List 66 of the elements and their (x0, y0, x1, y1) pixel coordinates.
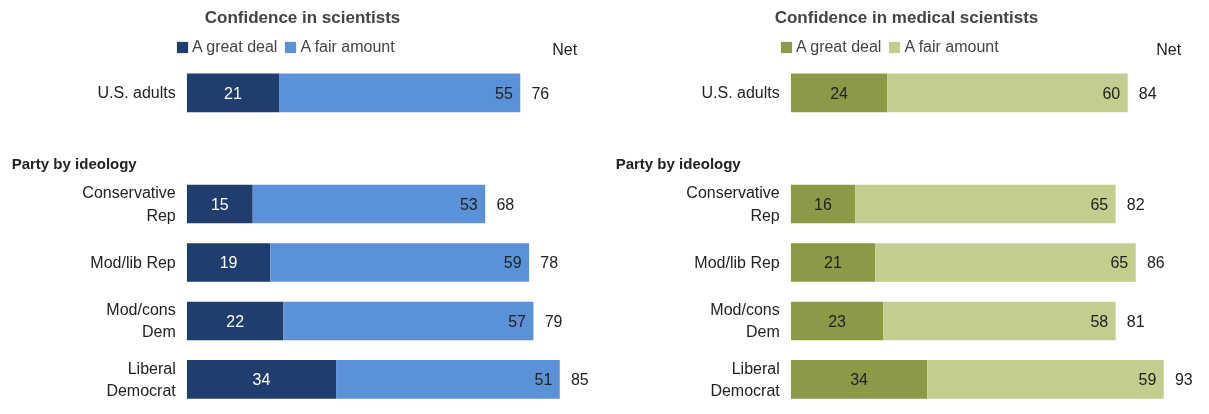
bar (186, 243, 271, 282)
data-label: 21 (824, 254, 843, 272)
y-tick-label: Mod/lib Rep (694, 253, 780, 271)
y-tick-label: U.S. adults (97, 84, 176, 102)
data-label: 51 (534, 371, 553, 389)
data-label: 22 (226, 312, 245, 330)
bar (855, 184, 1116, 224)
total-label: 93 (1174, 371, 1193, 389)
data-label: 55 (495, 84, 513, 102)
text: Net (1156, 40, 1182, 58)
data-label: 65 (1110, 254, 1129, 272)
chart-title: Confidence in scientists (204, 7, 401, 27)
total-label: 84 (1138, 84, 1157, 102)
data-label: 23 (828, 312, 847, 330)
total-label: 68 (496, 196, 515, 213)
bar (790, 184, 856, 224)
total-label: 76 (531, 84, 550, 102)
y-tick-label: Mod/cons Dem (106, 301, 176, 341)
data-label: 34 (850, 371, 869, 389)
y-tick-label: Conservative Rep (82, 184, 176, 224)
y-tick-label: Mod/cons Dem (710, 301, 780, 341)
total-label: 78 (540, 254, 559, 272)
data-label: 58 (1090, 312, 1109, 330)
bar (283, 301, 534, 341)
data-label: 57 (508, 312, 527, 330)
data-label: 16 (814, 196, 832, 213)
data-label: 21 (224, 84, 242, 102)
bar (790, 360, 928, 399)
total-label: 81 (1126, 312, 1145, 330)
bar (790, 301, 884, 341)
legend-label: A great deal (796, 38, 882, 56)
data-label: 60 (1102, 84, 1121, 102)
data-label: 59 (1138, 371, 1157, 389)
legend-label: A fair amount (904, 38, 999, 56)
legend-label: A great deal (192, 38, 278, 56)
text: Party by ideology (11, 154, 138, 172)
bar (927, 360, 1164, 399)
chart-title: Confidence in medical scientists (774, 7, 1039, 27)
data-label: 53 (459, 196, 478, 213)
total-label: 86 (1146, 254, 1165, 272)
y-tick-label: U.S. adults (701, 84, 780, 102)
bar (252, 184, 486, 224)
bar (883, 301, 1116, 341)
total-label: 85 (570, 371, 589, 389)
bar (336, 360, 560, 399)
data-label: 34 (252, 371, 271, 389)
bar (270, 243, 530, 282)
bar (186, 301, 284, 341)
data-label: 15 (210, 196, 229, 213)
data-label: 59 (503, 254, 522, 272)
legend-label: A fair amount (300, 38, 395, 56)
bar (790, 243, 876, 282)
total-label: 82 (1126, 196, 1145, 213)
data-label: 24 (830, 84, 849, 102)
y-tick-label: Conservative Rep (686, 184, 780, 224)
y-tick-label: Liberal Democrat (106, 359, 177, 399)
y-tick-label: Mod/lib Rep (90, 253, 176, 271)
total-label: 79 (544, 312, 563, 330)
text: Party by ideology (615, 154, 742, 172)
bar (186, 360, 337, 399)
text: Net (552, 40, 578, 58)
data-label: 65 (1090, 196, 1109, 213)
bar (875, 243, 1136, 282)
bar (186, 184, 253, 224)
data-label: 19 (219, 254, 238, 272)
y-tick-label: Liberal Democrat (710, 359, 781, 399)
